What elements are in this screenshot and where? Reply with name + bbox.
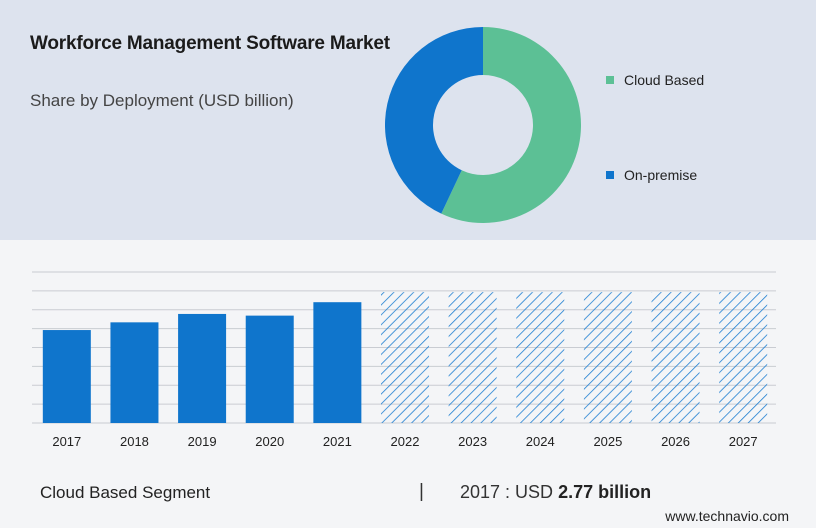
forecast-bar-2023 xyxy=(448,292,497,423)
legend-item-onpremise: On-premise xyxy=(606,167,697,183)
brand-url[interactable]: www.technavio.com xyxy=(665,508,789,524)
donut-chart xyxy=(385,27,581,223)
x-tick-label: 2023 xyxy=(458,434,487,449)
x-tick-label: 2022 xyxy=(391,434,420,449)
bar-2017 xyxy=(42,330,91,423)
donut-slice-cloud-based xyxy=(441,27,581,223)
x-tick-label: 2027 xyxy=(729,434,758,449)
segment-value: 2017 : USD 2.77 billion xyxy=(460,482,651,503)
forecast-bar-2024 xyxy=(516,292,565,423)
bar-2021 xyxy=(313,302,362,423)
x-tick-label: 2025 xyxy=(593,434,622,449)
legend-label-cloud: Cloud Based xyxy=(624,72,705,88)
segment-label: Cloud Based Segment xyxy=(40,483,211,502)
donut-slice-on-premise xyxy=(385,27,483,214)
chart-subtitle: Share by Deployment (USD billion) xyxy=(30,91,294,110)
segment-value-amount: 2.77 billion xyxy=(558,482,652,502)
legend-swatch-onpremise xyxy=(606,171,614,179)
x-tick-label: 2018 xyxy=(120,434,149,449)
chart-title: Workforce Management Software Market xyxy=(30,33,390,54)
legend-item-cloud: Cloud Based xyxy=(606,72,704,88)
forecast-bar-2022 xyxy=(381,292,429,423)
bar-2019 xyxy=(178,313,227,423)
forecast-bar-2026 xyxy=(651,292,700,423)
legend-label-onpremise: On-premise xyxy=(624,167,698,183)
x-tick-label: 2024 xyxy=(526,434,555,449)
bar-2020 xyxy=(245,315,294,423)
bar-2018 xyxy=(110,322,159,423)
x-tick-label: 2017 xyxy=(52,434,81,449)
x-tick-label: 2019 xyxy=(188,434,217,449)
legend-swatch-cloud xyxy=(606,76,614,84)
x-tick-label: 2026 xyxy=(661,434,690,449)
x-tick-label: 2020 xyxy=(255,434,284,449)
footer-separator: | xyxy=(419,481,424,502)
bar-chart: 2017 2018 2019 2020 2021 2022 2023 2024 2025 2026… xyxy=(32,271,776,449)
forecast-bar-2025 xyxy=(583,292,632,423)
forecast-bar-2027 xyxy=(719,292,768,423)
x-tick-label: 2021 xyxy=(323,434,352,449)
segment-value-prefix: 2017 : USD xyxy=(460,482,554,502)
